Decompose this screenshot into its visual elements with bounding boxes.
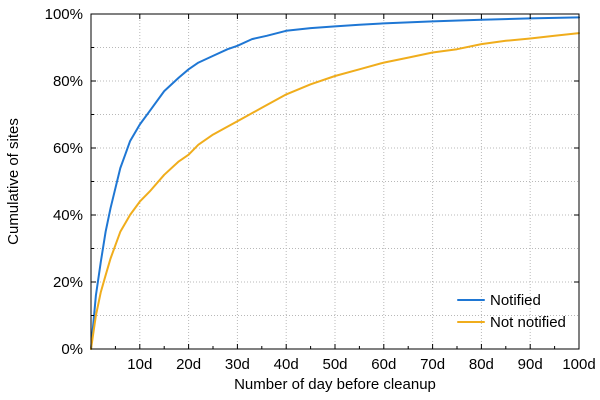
- x-tick-label: 90d: [518, 356, 543, 373]
- y-tick-label: 60%: [53, 140, 83, 157]
- x-tick-label: 50d: [322, 356, 347, 373]
- y-tick-label: 80%: [53, 73, 83, 90]
- series-lines: [90, 16, 580, 350]
- x-axis-label: Number of day before cleanup: [234, 376, 436, 393]
- x-tick-label: 80d: [469, 356, 494, 373]
- legend-label-not-notified: Not notified: [490, 314, 566, 331]
- y-tick-label: 20%: [53, 274, 83, 291]
- x-tick-label: 60d: [371, 356, 396, 373]
- y-tick-label: 100%: [45, 6, 83, 23]
- x-tick-label: 40d: [274, 356, 299, 373]
- x-tick-label: 70d: [420, 356, 445, 373]
- x-tick-label: 10d: [127, 356, 152, 373]
- series-line-notified: [90, 16, 580, 350]
- legend-label-notified: Notified: [490, 292, 541, 309]
- x-tick-label: 30d: [225, 356, 250, 373]
- axis-ticks: 10d 20d 30d 40d 50d 60d 70d 80d 90d 100d 0% 20% 40% 6…: [45, 6, 596, 373]
- x-tick-label: 100d: [562, 356, 595, 373]
- y-tick-label: 0%: [61, 341, 83, 358]
- y-axis-label: Cumulative of sites: [5, 118, 22, 245]
- grid: [91, 14, 579, 349]
- series-line-not-notified: [90, 32, 580, 350]
- x-tick-label: 20d: [176, 356, 201, 373]
- legend: Notified Not notified: [457, 292, 566, 331]
- y-tick-label: 40%: [53, 207, 83, 224]
